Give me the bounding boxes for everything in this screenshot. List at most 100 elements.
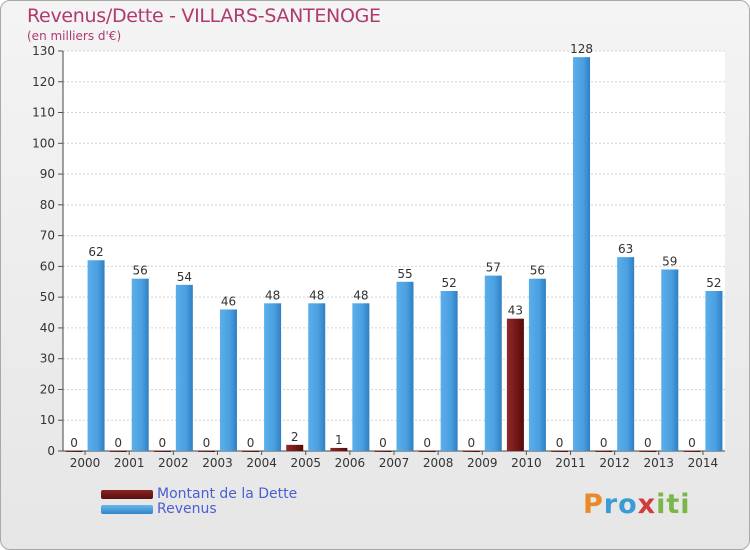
data-label-dette: 0 (423, 436, 431, 450)
data-label-revenus: 59 (662, 254, 677, 268)
y-tick-label: 110 (32, 106, 55, 120)
legend-label-dette: Montant de la Dette (157, 486, 298, 502)
data-label-dette: 0 (247, 436, 255, 450)
data-label-dette: 0 (556, 436, 564, 450)
data-label-revenus: 48 (265, 288, 280, 302)
x-tick-label: 2004 (246, 456, 277, 470)
x-tick-label: 2001 (114, 456, 145, 470)
data-label-revenus: 63 (618, 242, 633, 256)
bar-revenus (484, 275, 502, 451)
bar-revenus (396, 281, 414, 451)
y-tick-label: 40 (40, 321, 55, 335)
bar-dette (242, 451, 260, 452)
data-label-revenus: 62 (88, 245, 103, 259)
x-tick-label: 2003 (202, 456, 233, 470)
logo-part-iti: iti (656, 489, 691, 520)
legend-swatch-dette (101, 490, 153, 499)
bar-dette (506, 318, 524, 451)
bar-dette (683, 451, 701, 452)
y-tick-label: 0 (47, 444, 55, 458)
legend-swatch-revenus (101, 505, 153, 514)
data-label-dette: 0 (644, 436, 652, 450)
plot-area (63, 51, 725, 451)
data-label-dette: 0 (203, 436, 211, 450)
y-tick-label: 50 (40, 290, 55, 304)
data-label-revenus: 56 (133, 264, 148, 278)
data-label-revenus: 52 (441, 276, 456, 290)
x-tick-label: 2007 (379, 456, 410, 470)
x-tick-label: 2009 (467, 456, 498, 470)
x-tick-label: 2005 (290, 456, 321, 470)
bar-revenus (573, 57, 591, 452)
data-label-dette: 0 (114, 436, 122, 450)
bar-revenus (264, 303, 282, 451)
bar-revenus (528, 278, 546, 451)
chart-subtitle: (en milliers d'€) (27, 29, 122, 43)
bar-dette (595, 451, 613, 452)
bar-revenus (308, 303, 326, 451)
data-label-dette: 1 (335, 433, 343, 447)
x-tick-label: 2014 (688, 456, 719, 470)
x-tick-label: 2006 (335, 456, 366, 470)
x-tick-label: 2010 (511, 456, 542, 470)
data-label-revenus: 48 (353, 288, 368, 302)
data-label-revenus: 52 (706, 276, 721, 290)
bar-dette (65, 451, 83, 452)
data-label-dette: 0 (688, 436, 696, 450)
bar-revenus (661, 269, 679, 451)
legend-label-revenus: Revenus (157, 501, 217, 517)
bar-revenus (219, 309, 237, 451)
y-tick-label: 60 (40, 259, 55, 273)
x-tick-label: 2011 (555, 456, 586, 470)
y-tick-label: 30 (40, 352, 55, 366)
y-tick-label: 100 (32, 136, 55, 150)
data-label-revenus: 54 (177, 270, 192, 284)
bar-revenus (352, 303, 370, 451)
y-tick-label: 90 (40, 167, 55, 181)
bar-dette (153, 451, 171, 452)
y-tick-label: 20 (40, 382, 55, 396)
bar-dette (374, 451, 392, 452)
x-tick-label: 2008 (423, 456, 454, 470)
data-label-revenus: 56 (530, 264, 545, 278)
data-label-revenus: 128 (570, 42, 593, 56)
y-tick-label: 80 (40, 198, 55, 212)
data-label-dette: 0 (70, 436, 78, 450)
bar-revenus (705, 291, 723, 451)
data-label-revenus: 46 (221, 294, 236, 308)
bar-revenus (175, 284, 193, 451)
bar-dette (330, 447, 348, 451)
data-label-dette: 0 (159, 436, 167, 450)
data-label-dette: 0 (467, 436, 475, 450)
bar-dette (639, 451, 657, 452)
logo-part-x: x (637, 489, 657, 520)
bar-revenus (131, 278, 149, 451)
y-tick-label: 120 (32, 75, 55, 89)
x-tick-label: 2002 (158, 456, 189, 470)
y-tick-label: 70 (40, 229, 55, 243)
data-label-dette: 43 (508, 304, 523, 318)
bar-dette (286, 444, 304, 451)
data-label-dette: 0 (379, 436, 387, 450)
x-tick-label: 2000 (70, 456, 101, 470)
proxiti-logo: Proxiti (583, 489, 691, 520)
logo-part-p: P (583, 489, 604, 520)
bar-revenus (617, 257, 635, 451)
y-tick-label: 130 (32, 44, 55, 58)
bar-dette (109, 451, 127, 452)
bar-revenus (440, 291, 458, 451)
x-tick-label: 2013 (644, 456, 675, 470)
bar-dette (197, 451, 215, 452)
bar-dette (462, 451, 480, 452)
data-label-revenus: 48 (309, 288, 324, 302)
data-label-dette: 2 (291, 430, 299, 444)
bar-dette (551, 451, 569, 452)
chart-title: Revenus/Dette - VILLARS-SANTENOGE (27, 5, 381, 27)
bar-dette (418, 451, 436, 452)
data-label-revenus: 57 (486, 261, 501, 275)
logo-part-ro: ro (603, 489, 638, 520)
x-tick-label: 2012 (599, 456, 630, 470)
data-label-revenus: 55 (397, 267, 412, 281)
data-label-dette: 0 (600, 436, 608, 450)
